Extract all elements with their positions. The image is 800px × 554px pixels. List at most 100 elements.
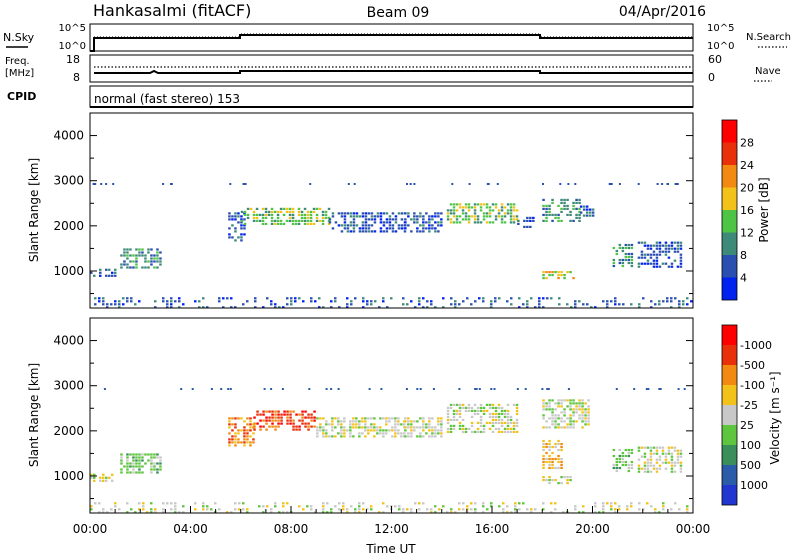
freq-label-1: Freq. <box>5 56 30 67</box>
echo-cell <box>545 442 548 446</box>
echo-cell <box>431 432 434 435</box>
echo-cell <box>135 266 138 269</box>
echo-cell <box>452 427 456 430</box>
scatter-cell <box>244 183 247 185</box>
echo-cell <box>346 227 350 230</box>
echo-cell <box>316 432 319 435</box>
echo-cell <box>231 215 234 218</box>
echo-cell <box>497 430 501 433</box>
echo-cell <box>261 216 265 219</box>
echo-cell <box>551 271 554 274</box>
echo-cell <box>664 244 668 247</box>
echo-cell <box>578 405 581 408</box>
echo-cell <box>473 412 477 415</box>
cpid-panel: CPID normal (fast stereo) 153 <box>7 85 694 108</box>
echo-cell <box>343 227 347 230</box>
echo-cell <box>422 423 425 426</box>
echo-cell <box>297 207 301 210</box>
echo-cell <box>274 428 277 431</box>
echo-cell <box>132 462 135 465</box>
echo-cell <box>271 410 274 413</box>
echo-cell <box>450 511 453 514</box>
echo-cell <box>494 421 498 424</box>
echo-cell <box>234 426 237 429</box>
echo-cell <box>500 406 504 409</box>
echo-cell <box>126 468 129 471</box>
echo-cell <box>367 218 371 221</box>
echo-cell <box>572 399 575 402</box>
echo-cell <box>141 459 144 462</box>
echo-cell <box>222 297 225 300</box>
echo-cell <box>452 206 456 209</box>
echo-cell <box>572 204 575 207</box>
echo-cell <box>627 252 631 256</box>
echo-cell <box>545 210 548 213</box>
echo-cell <box>612 258 616 262</box>
echo-cell <box>572 207 575 210</box>
echo-cell <box>243 444 246 447</box>
echo-cell <box>542 274 545 277</box>
echo-cell <box>434 435 437 438</box>
echo-cell <box>676 241 680 244</box>
echo-cell <box>419 230 422 233</box>
echo-cell <box>450 303 453 306</box>
y-tick-label: 1000 <box>53 264 84 278</box>
echo-cell <box>361 420 364 423</box>
echo-cell <box>237 417 240 420</box>
echo-cell <box>135 462 138 465</box>
power-colorbar-label: Power [dB] <box>757 177 771 242</box>
echo-cell <box>503 421 507 424</box>
echo-cell <box>402 511 405 514</box>
echo-cell <box>542 399 545 402</box>
echo-cell <box>479 424 483 427</box>
echo-cell <box>394 426 397 429</box>
echo-cell <box>306 219 310 222</box>
echo-cell <box>476 215 480 218</box>
echo-cell <box>253 428 256 431</box>
echo-cell <box>218 300 221 303</box>
echo-cell <box>658 455 662 458</box>
echo-cell <box>129 254 132 257</box>
echo-cell <box>560 426 563 429</box>
echo-cell <box>153 260 156 263</box>
echo-cell <box>238 502 241 505</box>
colorbar-level: -500 <box>740 359 765 372</box>
echo-cell <box>378 306 381 309</box>
echo-cell <box>452 424 456 427</box>
echo-cell <box>404 420 407 423</box>
echo-cell <box>643 464 647 467</box>
echo-cell <box>627 255 631 259</box>
echo-cell <box>494 415 498 418</box>
echo-cell <box>334 297 337 300</box>
power-frame <box>89 112 694 309</box>
echo-cell <box>655 244 659 247</box>
echo-cell <box>464 406 468 409</box>
echo-cell <box>316 429 319 432</box>
echo-cell <box>569 408 572 411</box>
echo-cell <box>382 435 385 438</box>
scatter-cell <box>546 388 549 390</box>
echo-cell <box>156 468 159 471</box>
scatter-cell <box>478 388 481 390</box>
echo-cell <box>418 303 421 306</box>
echo-cell <box>461 212 465 215</box>
echo-cell <box>461 406 465 409</box>
echo-cell <box>670 470 674 473</box>
echo-cell <box>159 462 162 465</box>
echo-cell <box>506 415 510 418</box>
echo-cell <box>361 221 365 224</box>
echo-cell <box>652 244 656 247</box>
echo-cell <box>569 213 572 216</box>
echo-cell <box>370 505 373 508</box>
scatter-cell <box>666 183 669 185</box>
scatter-cell <box>658 388 661 390</box>
echo-cell <box>446 218 450 221</box>
echo-cell <box>262 419 265 422</box>
echo-cell <box>154 306 157 309</box>
echo-cell <box>94 297 97 300</box>
echo-cell <box>454 511 457 514</box>
echo-cell <box>397 432 400 435</box>
echo-cell <box>515 421 519 424</box>
echo-cell <box>482 203 486 206</box>
echo-cell <box>612 448 616 452</box>
